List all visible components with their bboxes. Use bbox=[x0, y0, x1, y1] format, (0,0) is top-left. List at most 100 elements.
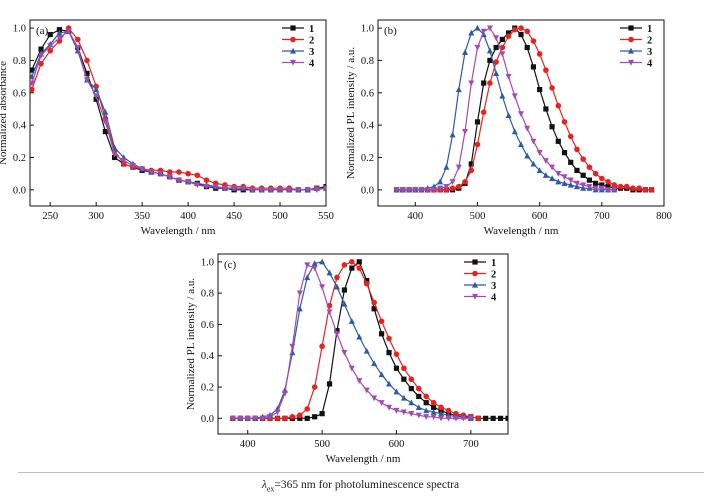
data-point-2 bbox=[462, 178, 468, 185]
caption-text: =365 nm for photoluminescence spectra bbox=[274, 479, 460, 491]
data-point-3 bbox=[438, 410, 445, 417]
legend-label-4: 4 bbox=[309, 58, 315, 69]
data-point-3 bbox=[363, 347, 370, 354]
panel-a: 250 300 350 400 450 500 550 0.0 0.2 0.4 0.6 0.8 1.0 W… bbox=[0, 19, 334, 237]
data-point-1 bbox=[593, 180, 599, 186]
y-tick-label: 0.0 bbox=[361, 185, 374, 196]
data-point-4 bbox=[371, 395, 378, 402]
y-tick-label: 0.6 bbox=[361, 88, 374, 99]
data-point-2 bbox=[282, 415, 288, 422]
data-point-3 bbox=[511, 128, 518, 135]
x-tick-label: 400 bbox=[407, 211, 423, 222]
data-point-1 bbox=[549, 124, 555, 130]
data-point-4 bbox=[267, 414, 274, 420]
plot-frame bbox=[217, 253, 509, 435]
y-tick-label: 0.8 bbox=[13, 56, 26, 67]
data-point-3 bbox=[378, 371, 385, 378]
legend-marker-4 bbox=[472, 293, 478, 300]
data-point-2 bbox=[599, 175, 605, 182]
legend-label-2: 2 bbox=[309, 35, 314, 46]
data-point-4 bbox=[74, 44, 81, 51]
legend-marker-1 bbox=[628, 25, 634, 31]
data-point-1 bbox=[568, 159, 574, 165]
plot-area bbox=[30, 25, 326, 194]
data-point-1 bbox=[416, 393, 422, 400]
data-point-2 bbox=[311, 384, 318, 390]
data-point-4 bbox=[400, 409, 407, 416]
data-point-1 bbox=[537, 86, 543, 93]
data-point-1 bbox=[326, 381, 333, 387]
data-point-2 bbox=[408, 376, 415, 383]
data-point-3 bbox=[505, 112, 512, 119]
data-point-2 bbox=[341, 262, 348, 268]
data-point-3 bbox=[524, 152, 531, 159]
panel-label: (c) bbox=[224, 259, 237, 271]
data-point-2 bbox=[456, 183, 462, 190]
series-line-3 bbox=[232, 261, 471, 419]
data-point-1 bbox=[297, 415, 303, 421]
legend-marker-3 bbox=[290, 47, 296, 54]
x-tick-label: 500 bbox=[470, 211, 486, 222]
data-point-4 bbox=[393, 187, 400, 194]
x-tick-label: 600 bbox=[532, 211, 548, 222]
data-point-4 bbox=[555, 171, 562, 177]
y-tick-label: 1.0 bbox=[201, 257, 214, 268]
data-point-4 bbox=[341, 350, 348, 356]
data-point-2 bbox=[203, 177, 210, 183]
data-point-4 bbox=[30, 80, 35, 87]
data-point-4 bbox=[408, 411, 415, 417]
data-point-4 bbox=[393, 407, 400, 414]
data-point-2 bbox=[555, 102, 562, 109]
y-tick-label: 0.8 bbox=[361, 56, 374, 67]
data-point-2 bbox=[474, 141, 481, 148]
data-point-4 bbox=[480, 28, 487, 35]
data-point-4 bbox=[252, 415, 259, 422]
data-point-1 bbox=[580, 172, 586, 178]
data-point-4 bbox=[286, 187, 293, 194]
data-point-1 bbox=[408, 386, 414, 392]
data-point-4 bbox=[386, 404, 393, 411]
data-point-3 bbox=[430, 408, 437, 415]
data-point-2 bbox=[176, 169, 182, 175]
data-point-4 bbox=[289, 343, 296, 350]
data-point-1 bbox=[401, 376, 407, 382]
data-point-4 bbox=[423, 414, 430, 420]
data-point-4 bbox=[567, 177, 574, 184]
data-point-2 bbox=[349, 259, 355, 265]
data-point-2 bbox=[586, 164, 593, 170]
series-2 bbox=[230, 259, 482, 422]
y-tick-label: 0.2 bbox=[13, 153, 26, 164]
data-point-4 bbox=[580, 182, 587, 189]
series-line-1 bbox=[31, 29, 326, 191]
data-point-4 bbox=[111, 151, 118, 158]
data-point-4 bbox=[348, 365, 355, 372]
data-point-1 bbox=[555, 138, 561, 144]
data-point-1 bbox=[586, 177, 592, 183]
data-point-3 bbox=[423, 407, 430, 414]
data-point-4 bbox=[281, 390, 288, 397]
data-point-4 bbox=[240, 185, 247, 192]
panel-label: (a) bbox=[36, 25, 49, 37]
y-tick-label: 0.2 bbox=[361, 153, 374, 164]
data-point-4 bbox=[418, 187, 425, 194]
panel-label: (b) bbox=[384, 25, 397, 37]
data-point-4 bbox=[530, 138, 537, 145]
data-point-4 bbox=[313, 187, 320, 194]
data-point-2 bbox=[289, 413, 296, 420]
data-point-4 bbox=[452, 415, 459, 422]
data-point-3 bbox=[326, 269, 333, 276]
data-point-1 bbox=[474, 119, 481, 125]
series-2 bbox=[393, 25, 655, 193]
y-tick-label: 1.0 bbox=[361, 24, 374, 35]
data-point-2 bbox=[636, 185, 642, 192]
data-point-1 bbox=[543, 106, 549, 112]
series-1 bbox=[30, 27, 326, 193]
data-point-4 bbox=[474, 44, 481, 51]
data-point-4 bbox=[323, 185, 326, 192]
data-point-4 bbox=[249, 187, 256, 194]
y-tick-label: 0.6 bbox=[201, 320, 214, 331]
data-point-4 bbox=[65, 28, 72, 35]
data-point-4 bbox=[586, 183, 593, 190]
